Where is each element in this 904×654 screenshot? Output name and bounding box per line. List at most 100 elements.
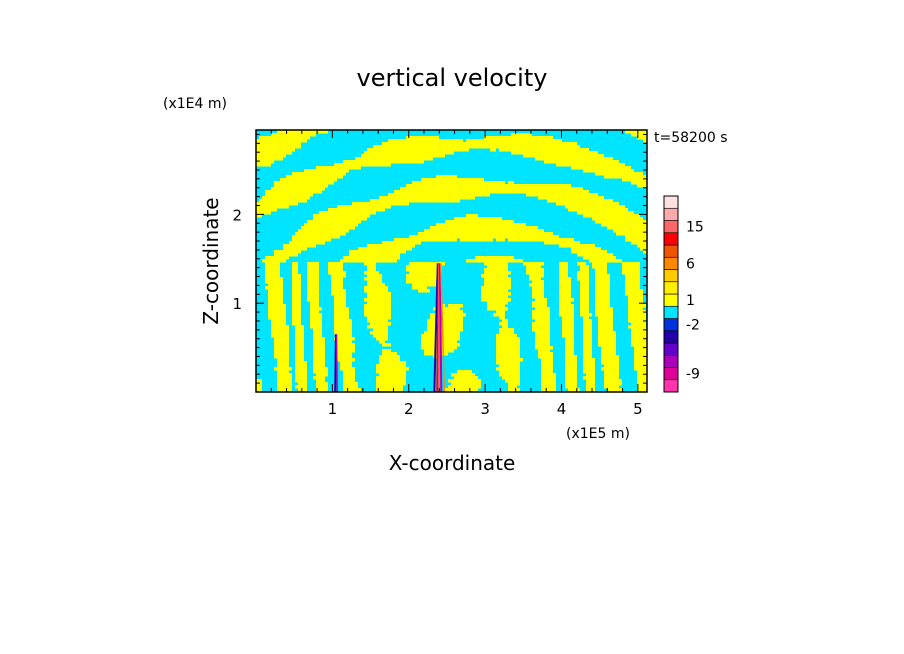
positive-band-segment <box>298 388 307 392</box>
positive-band-segment <box>541 379 556 383</box>
positive-band-segment <box>265 262 280 266</box>
positive-band-segment <box>295 361 307 365</box>
positive-band-segment <box>541 358 553 362</box>
positive-band-segment <box>598 328 613 332</box>
positive-band-segment <box>496 238 505 242</box>
positive-band-segment <box>499 181 505 185</box>
positive-band-segment <box>295 349 304 353</box>
positive-band-segment <box>337 340 352 344</box>
positive-band-segment <box>625 286 640 290</box>
positive-band-segment <box>529 283 544 287</box>
positive-band-segment <box>274 367 292 371</box>
positive-band-segment <box>454 343 460 347</box>
positive-band-segment <box>376 382 406 386</box>
positive-band-segment <box>307 286 319 290</box>
positive-band-segment <box>292 304 301 308</box>
positive-band-segment <box>364 289 388 293</box>
positive-band-segment <box>286 175 343 179</box>
positive-band-segment <box>310 325 322 329</box>
positive-band-segment <box>277 370 289 374</box>
x-axis-label: X-coordinate <box>389 451 516 475</box>
positive-band-segment <box>256 142 301 146</box>
colorbar-label: -9 <box>686 367 700 383</box>
positive-band-segment <box>436 175 442 179</box>
positive-band-segment <box>256 163 271 167</box>
positive-band-segment <box>565 346 574 350</box>
positive-band-segment <box>547 199 613 203</box>
positive-band-segment <box>559 286 571 290</box>
positive-band-segment <box>328 268 343 272</box>
positive-band-segment <box>583 328 592 332</box>
positive-band-segment <box>625 289 643 293</box>
positive-band-segment <box>523 154 604 158</box>
positive-band-segment <box>298 382 307 386</box>
positive-band-segment <box>310 301 319 305</box>
positive-band-segment <box>292 274 301 278</box>
positive-band-segment <box>295 379 307 383</box>
positive-band-segment <box>316 373 328 377</box>
positive-band-segment <box>595 289 610 293</box>
positive-band-segment <box>466 139 478 143</box>
positive-band-segment <box>313 214 370 218</box>
colorbar-frame <box>663 195 679 393</box>
positive-band-segment <box>595 292 610 296</box>
positive-band-segment <box>343 376 355 380</box>
positive-band-segment <box>568 388 580 392</box>
positive-band-segment <box>604 373 619 377</box>
positive-band-segment <box>343 388 361 392</box>
positive-band-segment <box>508 382 520 386</box>
positive-band-segment <box>496 358 523 362</box>
positive-band-segment <box>598 340 616 344</box>
positive-band-segment <box>367 148 469 152</box>
positive-band-segment <box>577 253 613 257</box>
positive-band-segment <box>460 238 466 242</box>
positive-band-segment <box>382 337 388 341</box>
positive-band-segment <box>367 274 382 278</box>
positive-band-segment <box>343 205 391 209</box>
positive-band-segment <box>508 238 517 242</box>
positive-band-segment <box>583 256 616 260</box>
positive-band-segment <box>496 352 520 356</box>
positive-band-segment <box>481 292 511 296</box>
positive-band-segment <box>292 295 301 299</box>
positive-band-segment <box>511 133 517 137</box>
positive-band-segment <box>535 334 550 338</box>
positive-band-segment <box>541 373 556 377</box>
positive-band-segment <box>319 211 376 215</box>
positive-band-segment <box>340 364 352 368</box>
positive-band-segment <box>376 367 409 371</box>
positive-band-segment <box>568 208 628 212</box>
positive-band-segment <box>295 376 307 380</box>
positive-band-segment <box>583 316 589 320</box>
positive-band-segment <box>334 328 352 332</box>
positive-band-segment <box>274 337 289 341</box>
positive-band-segment <box>418 232 553 236</box>
positive-band-segment <box>427 322 463 326</box>
positive-band-segment <box>310 316 322 320</box>
positive-band-segment <box>298 229 349 233</box>
positive-band-segment <box>538 355 553 359</box>
positive-band-segment <box>337 358 355 362</box>
positive-band-segment <box>580 292 589 296</box>
positive-band-segment <box>502 319 508 323</box>
positive-band-segment <box>262 259 286 263</box>
positive-band-segment <box>595 220 647 224</box>
positive-band-segment <box>631 334 647 338</box>
positive-band-segment <box>412 136 430 140</box>
positive-band-segment <box>334 313 349 317</box>
positive-band-segment <box>565 370 577 374</box>
positive-band-segment <box>295 352 304 356</box>
positive-band-segment <box>313 367 328 371</box>
positive-band-segment <box>532 301 547 305</box>
positive-band-segment <box>334 319 352 323</box>
positive-band-segment <box>265 190 322 194</box>
positive-band-segment <box>337 343 355 347</box>
positive-band-segment <box>271 325 289 329</box>
positive-band-segment <box>484 262 508 266</box>
positive-band-segment <box>535 298 547 302</box>
positive-band-segment <box>490 148 496 152</box>
positive-band-segment <box>580 307 589 311</box>
colorbar-swatch <box>663 281 679 295</box>
positive-band-segment <box>331 280 343 284</box>
positive-band-segment <box>634 367 647 371</box>
